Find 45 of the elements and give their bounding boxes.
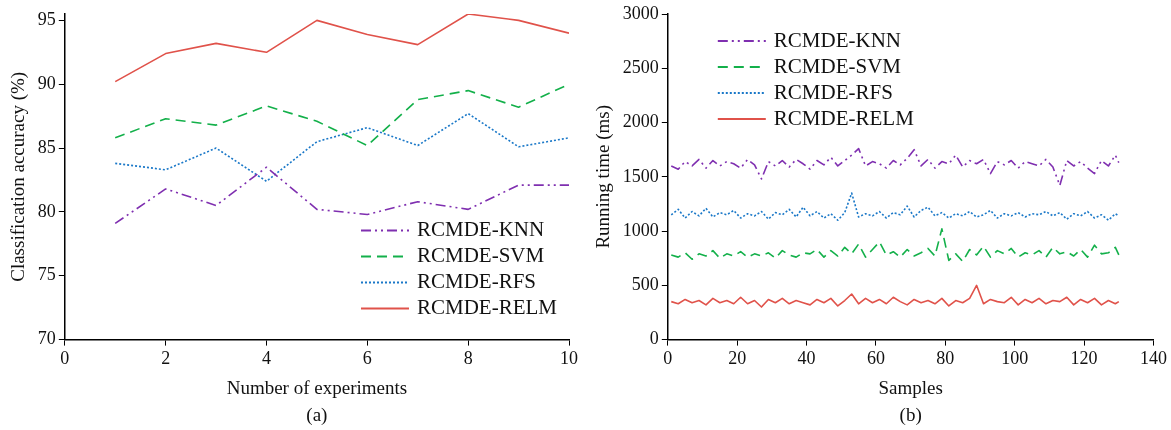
- y-axis-title: Classification accuracy (%): [7, 71, 30, 282]
- x-axis-title: Number of experiments: [226, 376, 408, 398]
- text: (a): [306, 404, 328, 427]
- legend-label: RCMDE-KNN: [773, 27, 901, 52]
- y-tick-label: 0: [649, 328, 659, 349]
- legend-label: RCMDE-RFS: [773, 79, 893, 104]
- x-tick-label: 0: [663, 348, 673, 369]
- y-tick-label: 1000: [622, 219, 659, 240]
- line-series: [670, 192, 1120, 222]
- x-tick-label: 40: [797, 348, 816, 369]
- x-tick-label: 20: [728, 348, 747, 369]
- line-series: [670, 147, 1120, 187]
- x-tick-label: 140: [1140, 348, 1167, 369]
- legend-label: RCMDE-KNN: [416, 217, 545, 242]
- x-tick-label: 100: [1001, 348, 1029, 369]
- text: (b): [899, 404, 922, 427]
- line-series: [670, 228, 1120, 263]
- x-tick-label: 80: [936, 348, 955, 369]
- x-tick-label: 120: [1070, 348, 1098, 369]
- y-tick-label: 85: [37, 136, 56, 157]
- x-tick-label: 2: [161, 348, 171, 369]
- x-tick-label: 60: [866, 348, 885, 369]
- legend-label: RCMDE-RFS: [416, 269, 537, 294]
- y-tick-label: 95: [37, 9, 56, 30]
- y-tick-label: 500: [631, 274, 659, 295]
- x-tick-label: 0: [60, 348, 70, 369]
- y-tick-label: 3000: [622, 2, 659, 23]
- x-axis-title: Samples: [878, 376, 943, 398]
- x-tick-label: 10: [560, 348, 578, 369]
- y-tick-label: 1500: [622, 165, 659, 186]
- y-tick-label: 70: [37, 328, 56, 349]
- y-tick-label: 2500: [622, 57, 659, 77]
- x-tick-label: 6: [362, 348, 372, 369]
- legend-label: RCMDE-SVM: [773, 53, 902, 78]
- y-axis-title: Running time (ms): [592, 105, 615, 249]
- legend-label: RCMDE-RELM: [773, 105, 915, 130]
- x-tick-label: 4: [261, 348, 271, 369]
- line-series: [114, 112, 569, 183]
- y-tick-label: 75: [37, 264, 56, 285]
- y-tick-label: 80: [37, 200, 56, 221]
- y-tick-label: 90: [37, 72, 56, 93]
- y-tick-label: 2000: [622, 111, 659, 132]
- legend-label: RCMDE-RELM: [416, 295, 558, 320]
- legend-label: RCMDE-SVM: [416, 243, 545, 268]
- x-tick-label: 8: [463, 348, 473, 369]
